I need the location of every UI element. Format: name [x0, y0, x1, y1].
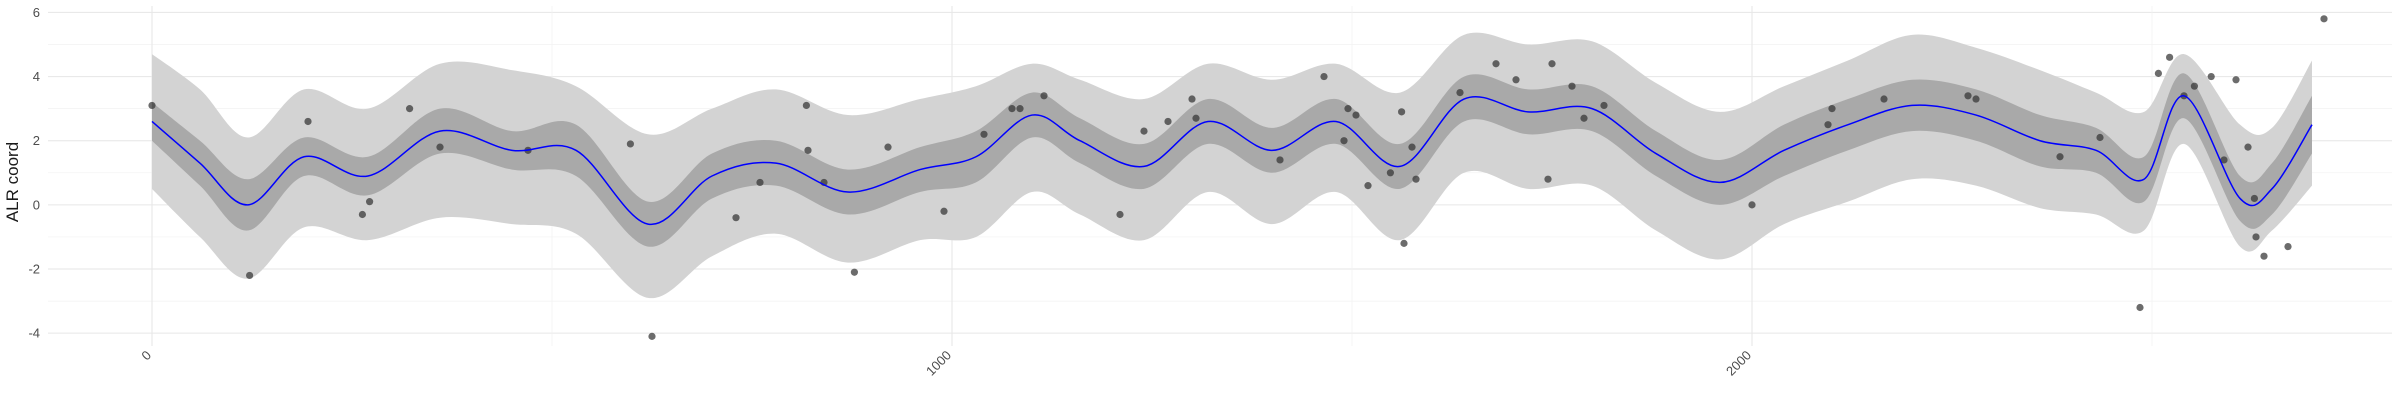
data-point [358, 210, 366, 219]
data-point [1964, 92, 1972, 100]
y-tick-label: 4 [33, 69, 40, 84]
y-tick-labels: -4 -2 0 2 4 6 [28, 5, 40, 341]
data-point [406, 105, 414, 113]
data-point [1164, 117, 1172, 126]
data-point [1344, 105, 1352, 113]
data-point [1548, 60, 1556, 68]
data-point [2207, 72, 2215, 81]
data-point [1748, 201, 1756, 209]
outer-interval-band [152, 32, 2312, 299]
posterior-mean-line [151, 95, 2313, 225]
data-point [366, 198, 374, 206]
y-axis-title: ALR coord [3, 142, 22, 222]
data-point [1828, 105, 1836, 113]
y-tick-label: 0 [33, 197, 40, 212]
data-point [2096, 133, 2104, 142]
data-point [1008, 105, 1016, 113]
data-point [804, 146, 812, 154]
data-point [1364, 182, 1372, 190]
data-point [2220, 156, 2228, 164]
data-point [2136, 303, 2144, 312]
data-point [1456, 89, 1464, 97]
data-point [1192, 114, 1200, 122]
data-point [1276, 156, 1284, 164]
data-point [436, 143, 444, 151]
data-point [1188, 95, 1196, 103]
data-point [1412, 175, 1420, 183]
inner-interval-band [152, 73, 2312, 247]
inner-band [152, 73, 2312, 247]
data-point [2154, 69, 2162, 77]
data-point [1492, 60, 1500, 68]
data-point [246, 271, 254, 280]
data-point [1386, 169, 1394, 177]
data-point [1544, 175, 1552, 183]
data-point [2056, 153, 2064, 161]
data-point [2190, 82, 2198, 90]
data-point [1580, 114, 1588, 122]
data-point [2252, 233, 2260, 241]
data-point [1880, 95, 1888, 103]
x-tick-label: 1000 [923, 348, 954, 379]
mean-line [151, 95, 2313, 225]
y-tick-label: 6 [33, 5, 40, 20]
data-point [732, 214, 740, 222]
data-point [2232, 76, 2240, 84]
data-point [756, 178, 764, 187]
outer-band [152, 32, 2312, 299]
data-point [802, 101, 811, 110]
x-tick-label: 2000 [1723, 348, 1754, 379]
data-point [148, 101, 156, 110]
data-point [1140, 127, 1148, 135]
data-point [1400, 239, 1408, 247]
data-point [2260, 252, 2268, 260]
data-point [850, 268, 859, 276]
data-point [1016, 105, 1024, 113]
data-point [304, 117, 312, 126]
data-point [1398, 108, 1406, 116]
data-point [1320, 72, 1328, 81]
data-point [2250, 194, 2258, 203]
data-point [1600, 101, 1608, 110]
data-point [940, 207, 948, 215]
data-point [884, 143, 892, 151]
data-points [148, 15, 2328, 340]
x-tick-label: 0 [138, 348, 154, 364]
data-point [1116, 210, 1124, 219]
data-point [1568, 82, 1576, 90]
data-point [1040, 92, 1048, 100]
data-point [1972, 95, 1980, 103]
x-tick-labels: 0 1000 2000 [138, 348, 1754, 379]
data-point [980, 130, 988, 138]
y-tick-label: -4 [28, 326, 40, 341]
data-point [1340, 137, 1348, 145]
data-point [2166, 53, 2174, 61]
data-point [1352, 111, 1360, 119]
y-tick-label: 2 [33, 133, 40, 148]
data-point [2284, 242, 2292, 251]
data-point [1408, 143, 1416, 151]
data-point [1824, 121, 1832, 129]
data-point [2320, 15, 2328, 23]
data-point [648, 332, 656, 340]
data-point [2244, 143, 2252, 151]
data-point [1512, 76, 1520, 84]
y-tick-label: -2 [28, 262, 40, 277]
data-point [626, 140, 635, 148]
